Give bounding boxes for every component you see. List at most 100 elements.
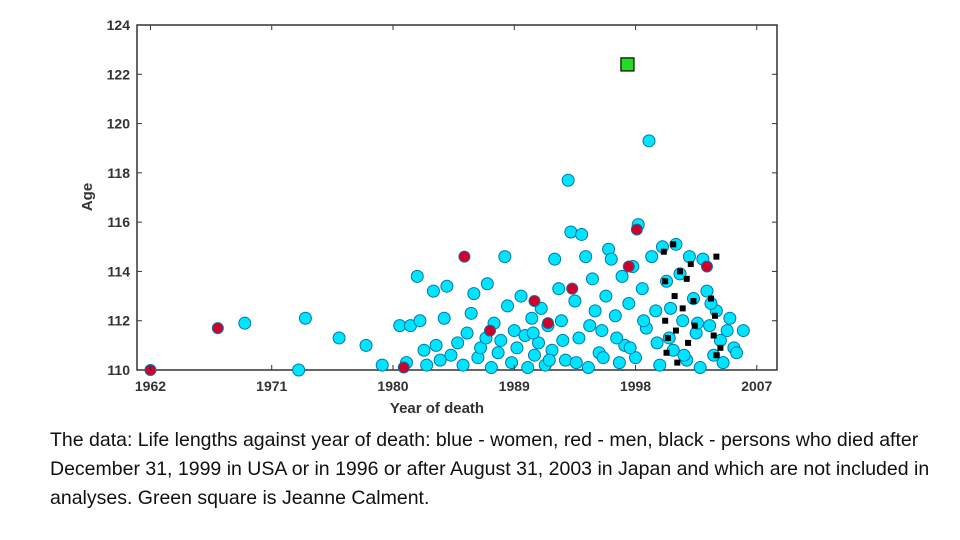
women-point — [498, 250, 512, 264]
women-point — [525, 311, 539, 325]
women-point — [564, 225, 578, 239]
women-point — [569, 356, 583, 370]
women-point — [451, 336, 465, 350]
excluded-point — [712, 312, 719, 319]
women-point — [595, 324, 609, 338]
women-point — [429, 338, 443, 352]
women-point — [556, 333, 570, 347]
women-point — [554, 314, 568, 328]
women-point — [604, 252, 618, 266]
axis-ticks: 1962 1971 1980 1989 1998 2007 110 112 114 116 118 1… — [107, 17, 777, 394]
x-axis-label: Year of death — [390, 400, 484, 417]
women-point — [460, 326, 474, 340]
women-point — [526, 326, 540, 340]
women-point — [736, 324, 750, 338]
excluded-point — [664, 334, 671, 341]
women-point — [426, 284, 440, 298]
women-point — [700, 284, 714, 298]
men-point — [397, 361, 410, 374]
women-point — [464, 306, 478, 320]
men-point — [484, 324, 497, 337]
women-point — [682, 250, 696, 264]
y-tick-label: 114 — [107, 263, 130, 279]
women-point — [608, 309, 622, 323]
women-point — [527, 348, 541, 362]
calment-point — [620, 57, 635, 72]
excluded-point — [687, 261, 694, 268]
women-point — [579, 250, 593, 264]
women-point — [521, 361, 535, 375]
women-point — [585, 272, 599, 286]
figure-caption: The data: Life lengths against year of d… — [50, 429, 930, 509]
women-point — [572, 331, 586, 345]
women-point — [649, 304, 663, 318]
y-tick-label: 112 — [107, 313, 130, 329]
women-point — [575, 227, 589, 241]
excluded-point — [674, 359, 681, 366]
women-point — [238, 316, 252, 330]
excluded-point — [676, 268, 683, 275]
series-2 — [660, 241, 724, 366]
women-point — [629, 351, 643, 365]
women-point — [375, 358, 389, 372]
excluded-point — [710, 332, 717, 339]
excluded-point — [683, 275, 690, 282]
excluded-point — [690, 298, 697, 304]
women-point — [677, 348, 691, 362]
excluded-point — [663, 349, 670, 356]
y-tick-label: 124 — [107, 17, 131, 33]
x-tick-label: 1998 — [620, 378, 651, 394]
women-point — [730, 346, 744, 360]
women-point — [693, 361, 707, 375]
men-point — [541, 317, 554, 330]
women-point — [548, 252, 562, 266]
x-tick-label: 1971 — [256, 378, 287, 394]
excluded-point — [685, 339, 692, 346]
women-point — [433, 353, 447, 367]
men-point — [566, 282, 579, 295]
women-point — [510, 341, 524, 355]
excluded-point — [662, 317, 669, 324]
women-point — [417, 343, 431, 357]
women-point — [615, 269, 629, 283]
women-point — [440, 279, 454, 293]
excluded-point — [713, 352, 720, 359]
men-point — [211, 322, 224, 335]
men-point — [458, 250, 471, 263]
women-point — [437, 311, 451, 325]
excluded-point — [717, 344, 724, 351]
women-point — [623, 341, 637, 355]
women-point — [420, 358, 434, 372]
women-point — [444, 348, 458, 362]
women-point — [723, 311, 737, 325]
men-point — [700, 260, 713, 273]
women-point — [359, 338, 373, 352]
men-point — [622, 260, 635, 273]
women-point — [664, 301, 678, 315]
women-point — [637, 314, 651, 328]
excluded-point — [670, 241, 677, 248]
women-point — [332, 331, 346, 345]
y-tick-label: 122 — [107, 66, 131, 82]
excluded-point — [660, 248, 667, 255]
women-point — [676, 314, 690, 328]
excluded-point — [707, 295, 714, 302]
x-tick-label: 2007 — [741, 378, 772, 394]
women-point — [599, 289, 613, 303]
men-point — [630, 223, 643, 236]
excluded-point — [662, 278, 669, 285]
series-1 — [144, 223, 713, 376]
women-point — [393, 319, 407, 333]
women-point — [650, 336, 664, 350]
x-tick-label: 1962 — [135, 378, 166, 394]
y-tick-label: 120 — [107, 116, 131, 132]
women-point — [542, 353, 556, 367]
women-point — [501, 299, 515, 313]
women-point — [292, 363, 306, 377]
women-point — [514, 289, 528, 303]
excluded-point — [679, 305, 686, 312]
women-point — [474, 341, 488, 355]
women-point — [507, 324, 521, 338]
women-point — [494, 333, 508, 347]
women-point — [484, 361, 498, 375]
